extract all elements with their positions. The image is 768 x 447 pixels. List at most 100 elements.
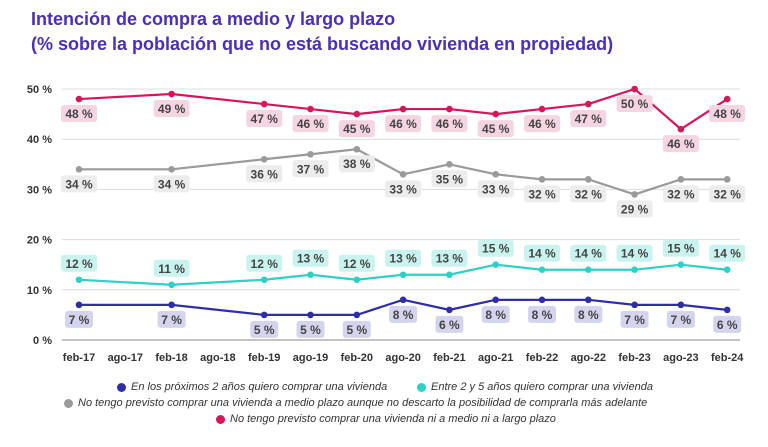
data-label-bg xyxy=(574,305,603,323)
legend-item-2-5-years: Entre 2 y 5 años quiero comprar una vivi… xyxy=(417,381,653,393)
data-label-bg xyxy=(662,239,699,257)
data-label: 46 % xyxy=(436,117,464,131)
chart-title: Intención de compra a medio y largo plaz… xyxy=(31,9,396,29)
data-point xyxy=(399,171,407,178)
x-tick-label: feb-18 xyxy=(155,352,187,364)
data-label-bg xyxy=(435,315,464,333)
data-label: 15 % xyxy=(482,242,510,256)
x-tick-label: feb-23 xyxy=(618,352,650,364)
data-label: 8 % xyxy=(532,308,553,322)
data-point xyxy=(260,276,268,284)
data-label: 5 % xyxy=(346,323,367,337)
data-point xyxy=(260,100,268,108)
data-label: 45 % xyxy=(482,122,510,136)
y-tick-label: 20 % xyxy=(27,235,52,247)
data-point xyxy=(585,100,592,108)
line-chart: 0 % 10 % 20 % 30 % 40 % 50 % feb-17 ago-17 feb-1… xyxy=(27,84,746,364)
data-label: 33 % xyxy=(389,182,417,196)
data-label: 50 % xyxy=(621,97,649,111)
data-point xyxy=(353,145,361,153)
data-point xyxy=(307,150,314,158)
data-point xyxy=(307,311,314,319)
data-point xyxy=(399,271,407,279)
x-tick-label: ago-21 xyxy=(478,352,513,364)
data-point xyxy=(492,110,500,118)
data-label: 6 % xyxy=(717,318,738,332)
data-point xyxy=(353,311,361,319)
data-label-bg xyxy=(246,254,283,272)
x-tick-label: feb-21 xyxy=(433,352,465,364)
data-point xyxy=(631,191,638,198)
data-point xyxy=(446,161,453,168)
data-point xyxy=(492,296,500,304)
legend-label: Entre 2 y 5 años quiero comprar una vivi… xyxy=(431,381,653,393)
data-point xyxy=(723,306,731,314)
data-point xyxy=(677,261,685,269)
x-tick-label: ago-22 xyxy=(571,352,606,364)
data-label-bg xyxy=(385,180,422,198)
data-label-bg xyxy=(570,244,607,262)
y-tick-label: 50 % xyxy=(27,84,52,96)
data-label-bg xyxy=(662,185,699,203)
x-tick-label: feb-17 xyxy=(63,352,95,364)
data-label-bg xyxy=(61,254,97,272)
data-label-bg xyxy=(157,310,186,328)
data-label: 14 % xyxy=(528,247,556,261)
data-point xyxy=(723,95,731,103)
data-point xyxy=(168,301,175,309)
data-label-bg xyxy=(570,185,607,203)
data-label: 46 % xyxy=(297,117,325,131)
data-label: 32 % xyxy=(667,187,695,201)
data-label-bg xyxy=(477,120,514,138)
data-label: 7 % xyxy=(69,313,90,327)
data-label-bg xyxy=(431,249,468,267)
data-label-bg xyxy=(620,310,649,328)
data-label-bg xyxy=(342,320,371,338)
data-label: 12 % xyxy=(251,257,279,271)
data-point xyxy=(677,301,685,309)
data-label-bg xyxy=(338,120,375,138)
data-label: 29 % xyxy=(621,202,649,216)
chart-subtitle: (% sobre la población que no está buscan… xyxy=(31,34,614,54)
data-point xyxy=(168,281,175,289)
data-label: 48 % xyxy=(65,107,93,121)
data-label-bg xyxy=(709,185,746,203)
data-label-bg xyxy=(296,320,325,338)
data-label: 47 % xyxy=(575,112,603,126)
x-tick-label: ago-23 xyxy=(663,352,698,364)
legend-label: No tengo previsto comprar una vivienda n… xyxy=(230,413,556,425)
data-point xyxy=(631,301,638,309)
x-tick-label: feb-19 xyxy=(248,352,280,364)
data-label: 8 % xyxy=(578,308,599,322)
data-label: 35 % xyxy=(436,172,464,186)
data-label: 11 % xyxy=(158,262,185,276)
legend-label: En los próximos 2 años quiero comprar un… xyxy=(131,381,388,393)
data-label-bg xyxy=(385,115,422,133)
x-tick-label: feb-22 xyxy=(526,352,558,364)
data-point xyxy=(168,166,175,173)
data-point xyxy=(585,266,592,274)
data-label-bg xyxy=(616,95,653,112)
x-tick-label: feb-20 xyxy=(341,352,373,364)
data-label-bg xyxy=(431,170,468,188)
data-point xyxy=(538,105,546,113)
data-point xyxy=(677,125,685,133)
data-label: 37 % xyxy=(297,162,325,176)
data-point xyxy=(723,176,731,183)
data-label: 5 % xyxy=(300,323,321,337)
data-label-bg xyxy=(153,100,190,118)
data-point xyxy=(492,171,500,178)
data-label-bg xyxy=(153,259,190,277)
data-point xyxy=(353,276,361,284)
data-label-bg xyxy=(153,175,190,193)
x-tick-label: ago-20 xyxy=(385,352,420,364)
data-label-bg xyxy=(524,244,560,262)
data-label-bg xyxy=(477,239,514,257)
data-label: 38 % xyxy=(343,157,371,171)
data-label-bg xyxy=(481,305,510,323)
data-point xyxy=(538,296,546,304)
data-label: 14 % xyxy=(714,247,742,261)
data-point xyxy=(446,306,453,314)
data-point xyxy=(75,276,83,284)
data-point xyxy=(399,296,407,304)
